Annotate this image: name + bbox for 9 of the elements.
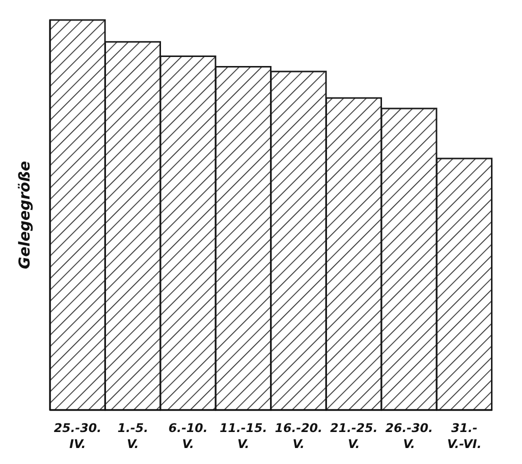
y-axis-title: Gelegegröße (15, 160, 34, 270)
x-tick-label: 26.-30. V. (385, 421, 433, 451)
x-tick-label: 1.-5. V. (117, 421, 148, 451)
x-tick-label: 25.-30. IV. (54, 421, 102, 451)
x-tick-label: 6.-10. V. (168, 421, 208, 451)
x-tick-label: 11.-15. V. (220, 421, 268, 451)
x-tick-label: 31.- V.-VI. (447, 421, 482, 451)
x-tick-label: 16.-20. V. (274, 421, 322, 451)
x-tick-label: 21.-25. V. (330, 421, 378, 451)
